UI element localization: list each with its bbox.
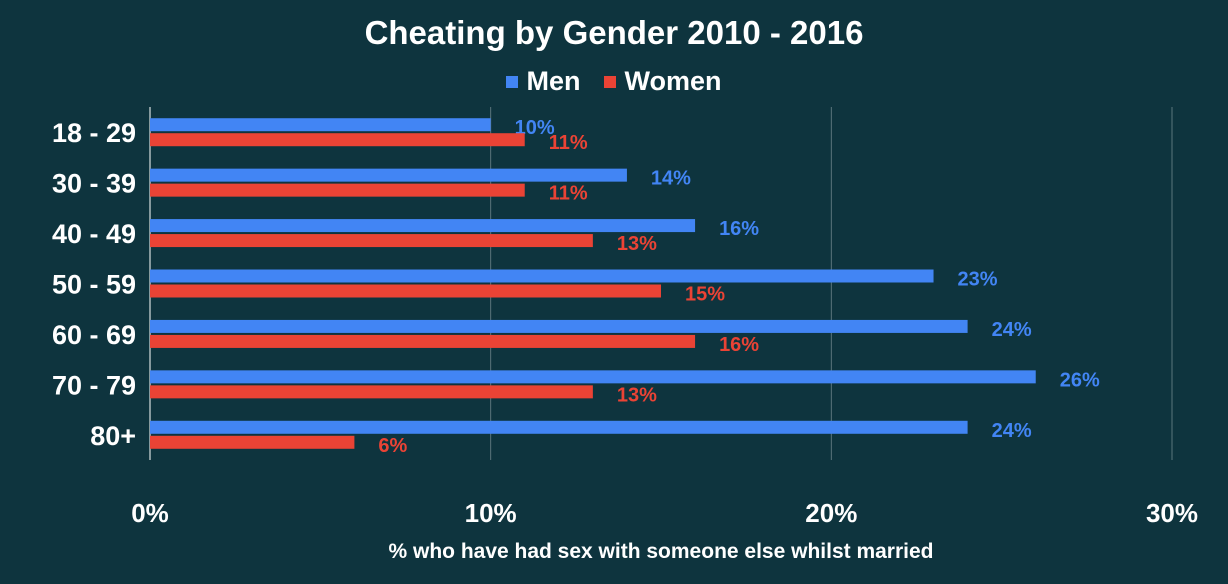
- bar-women: [150, 133, 525, 147]
- bar-women: [150, 385, 593, 399]
- data-label-men: 24%: [992, 319, 1032, 341]
- data-label-women: 6%: [378, 435, 407, 457]
- legend-swatch-women: [604, 75, 617, 88]
- bar-men: [150, 319, 968, 333]
- data-label-women: 13%: [617, 384, 657, 406]
- bar-men: [150, 118, 491, 132]
- data-label-men: 14%: [651, 168, 691, 190]
- data-label-women: 11%: [549, 132, 588, 154]
- x-tick-label: 30%: [1146, 498, 1198, 528]
- x-tick-label: 0%: [131, 498, 169, 528]
- category-label: 40 - 49: [52, 219, 136, 249]
- category-label: 18 - 29: [52, 118, 136, 148]
- legend-label-women: Women: [624, 66, 722, 96]
- bar-women: [150, 435, 355, 449]
- chart-title: Cheating by Gender 2010 - 2016: [364, 14, 864, 51]
- category-label: 70 - 79: [52, 370, 136, 400]
- x-axis-label: % who have had sex with someone else whi…: [388, 540, 934, 563]
- data-label-women: 15%: [685, 284, 725, 306]
- bar-men: [150, 168, 627, 182]
- data-label-women: 16%: [719, 334, 759, 356]
- bar-men: [150, 269, 934, 283]
- category-label: 50 - 59: [52, 270, 136, 300]
- data-label-women: 13%: [617, 233, 657, 255]
- x-tick-label: 20%: [805, 498, 857, 528]
- data-label-men: 16%: [719, 218, 759, 240]
- bar-women: [150, 334, 696, 348]
- category-label: 80+: [90, 421, 136, 451]
- category-label: 30 - 39: [52, 169, 136, 199]
- bar-men: [150, 370, 1036, 384]
- bar-men: [150, 219, 696, 233]
- legend-label-men: Men: [526, 66, 581, 96]
- bar-women: [150, 183, 525, 197]
- data-label-men: 24%: [992, 420, 1032, 442]
- legend-item-men: Men: [506, 66, 580, 97]
- data-label-men: 26%: [1060, 369, 1100, 391]
- legend-swatch-men: [506, 75, 519, 88]
- legend-item-women: Women: [604, 66, 722, 97]
- bar-men: [150, 420, 968, 434]
- category-label: 60 - 69: [52, 320, 136, 350]
- data-label-men: 23%: [958, 269, 998, 291]
- bar-women: [150, 234, 593, 248]
- chart-legend: Men Women: [0, 66, 1228, 97]
- bar-women: [150, 284, 661, 298]
- x-tick-label: 10%: [465, 498, 517, 528]
- data-label-women: 11%: [549, 183, 588, 205]
